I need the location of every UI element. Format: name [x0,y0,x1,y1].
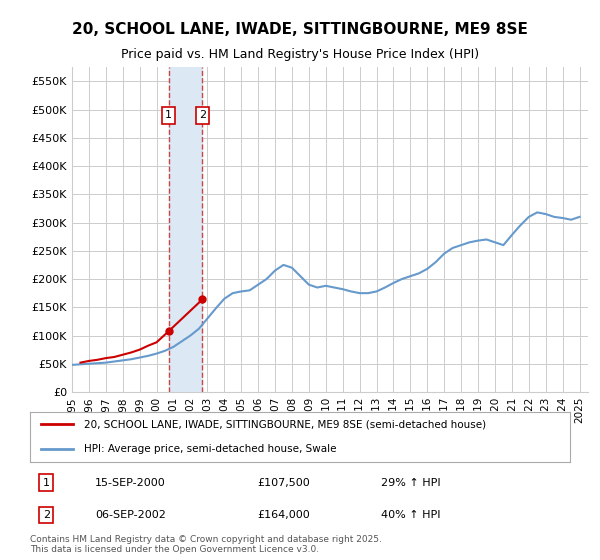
Text: 20, SCHOOL LANE, IWADE, SITTINGBOURNE, ME9 8SE: 20, SCHOOL LANE, IWADE, SITTINGBOURNE, M… [72,22,528,38]
Text: £107,500: £107,500 [257,478,310,488]
Text: 2: 2 [199,110,206,120]
Text: HPI: Average price, semi-detached house, Swale: HPI: Average price, semi-detached house,… [84,445,337,454]
Text: 20, SCHOOL LANE, IWADE, SITTINGBOURNE, ME9 8SE (semi-detached house): 20, SCHOOL LANE, IWADE, SITTINGBOURNE, M… [84,419,486,429]
Text: 1: 1 [43,478,50,488]
Text: 40% ↑ HPI: 40% ↑ HPI [381,510,440,520]
Text: 1: 1 [165,110,172,120]
Bar [169,67,202,392]
Text: 2: 2 [43,510,50,520]
Text: Contains HM Land Registry data © Crown copyright and database right 2025.
This d: Contains HM Land Registry data © Crown c… [30,535,382,554]
Text: 15-SEP-2000: 15-SEP-2000 [95,478,166,488]
Text: 06-SEP-2002: 06-SEP-2002 [95,510,166,520]
Text: Price paid vs. HM Land Registry's House Price Index (HPI): Price paid vs. HM Land Registry's House … [121,48,479,60]
Point [164,327,173,336]
Text: £164,000: £164,000 [257,510,310,520]
Point [197,295,207,304]
Text: 29% ↑ HPI: 29% ↑ HPI [381,478,440,488]
